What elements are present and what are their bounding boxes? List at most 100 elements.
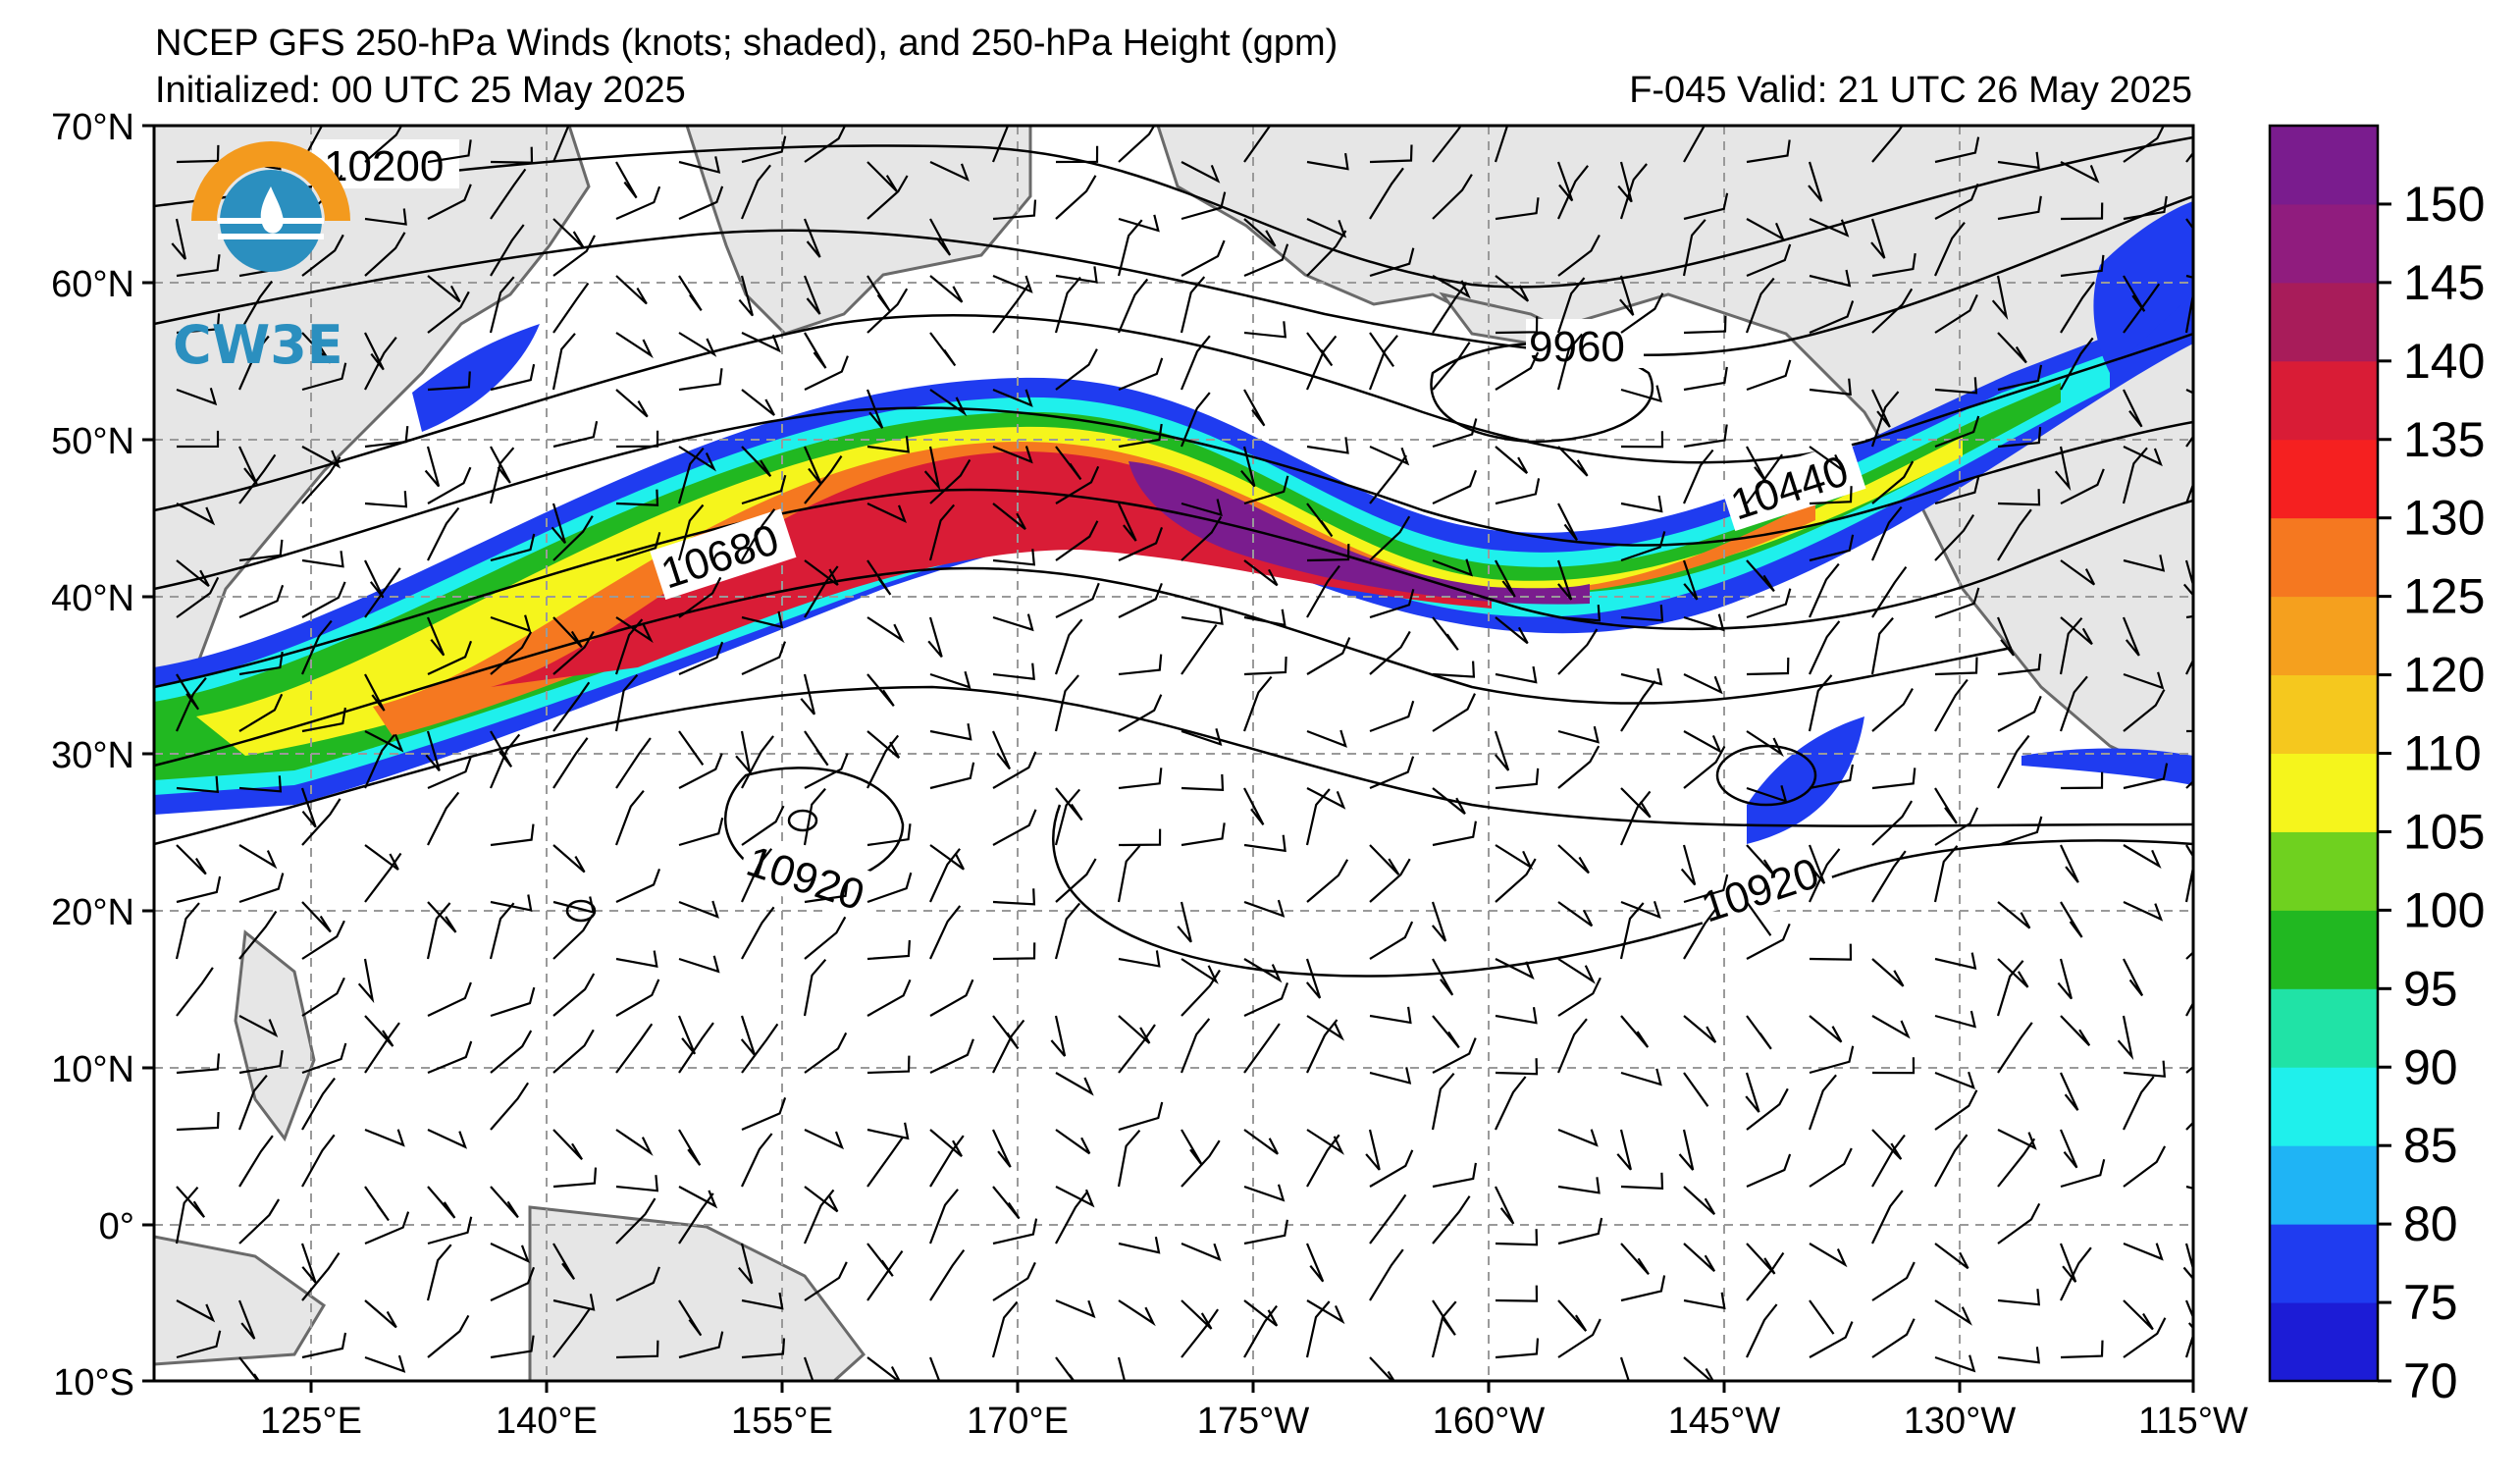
wind-barb (2057, 958, 2073, 1000)
wind-barb (1871, 958, 1905, 987)
wind-barb (301, 798, 341, 846)
wind-barb (2123, 275, 2146, 312)
wind-barb (176, 254, 221, 278)
wind-barb (1181, 161, 1221, 184)
wind-barb (1934, 183, 1979, 220)
wind-barb (176, 559, 210, 588)
wind-barb (1118, 126, 1156, 163)
wind-barb (738, 275, 754, 317)
wind-barb (1306, 729, 1347, 748)
wind-barb (929, 905, 962, 960)
wind-barb (364, 1186, 390, 1222)
colorbar: 70 75 80 85 90 95 100 105 110 120 125 130 135 140 145 1… (2268, 124, 2485, 1408)
wind-barb (1118, 828, 1162, 847)
wind-barb (678, 1022, 714, 1074)
wind-barb (929, 1248, 966, 1301)
wind-barb (238, 844, 278, 870)
wind-barb (238, 1049, 284, 1075)
wind-barb (1997, 1138, 2036, 1188)
wind-barb (238, 1356, 261, 1381)
wind-barb (1809, 943, 1853, 961)
wind-barb (1495, 768, 1540, 790)
wind-barb (2123, 844, 2162, 869)
wind-barb (176, 503, 216, 526)
wind-barb (1243, 389, 1266, 427)
wind-barb (615, 430, 659, 449)
wind-barb (1242, 675, 1273, 732)
colorbar-label: 95 (2403, 961, 2458, 1016)
wind-barb (1243, 1304, 1278, 1358)
wind-barb (1306, 1134, 1340, 1188)
wind-barb (1181, 1299, 1213, 1330)
wind-barb (2054, 446, 2072, 492)
wind-barb (1432, 1015, 1460, 1049)
wind-barb (1809, 1243, 1848, 1268)
wind-barb (866, 288, 909, 334)
wind-barb (300, 619, 333, 675)
wind-barb (1118, 654, 1163, 676)
wind-barb (1746, 588, 1792, 619)
wind-barb (1369, 589, 1415, 619)
colorbar-swatch (2270, 517, 2378, 598)
colorbar-label: 75 (2403, 1275, 2458, 1330)
wind-barb (804, 1129, 844, 1150)
wind-barb (992, 809, 1037, 846)
wind-barb (552, 1294, 596, 1311)
wind-barb (1557, 844, 1590, 874)
wind-barb (677, 503, 705, 561)
wind-barb (866, 734, 900, 789)
wind-barb (1871, 800, 1914, 846)
lon-label: 140°E (496, 1401, 598, 1442)
wind-barb (1432, 1162, 1477, 1189)
lat-axis (142, 124, 154, 1383)
wind-barb (1055, 520, 1099, 561)
wind-barb (1243, 218, 1277, 247)
wind-barb (738, 1243, 754, 1285)
wind-barb (1431, 901, 1447, 942)
colorbar-label: 120 (2403, 648, 2485, 703)
wind-barb (1808, 844, 1826, 884)
wind-barb (490, 146, 534, 164)
wind-barb (1432, 282, 1468, 334)
wind-barb (678, 368, 723, 392)
wind-barb (992, 888, 1036, 906)
wind-barb (1305, 335, 1338, 391)
wind-barb (427, 1040, 473, 1075)
wind-barb (490, 168, 527, 220)
wind-barb (2060, 1246, 2092, 1301)
wind-barb (1369, 144, 1413, 164)
wind-barb (1177, 901, 1192, 943)
wind-barb (1432, 821, 1477, 847)
colorbar-swatch (2270, 674, 2378, 754)
lat-label: 60°N (51, 264, 134, 305)
colorbar-swatch (2270, 126, 2378, 205)
wind-barb (1809, 269, 1852, 288)
wind-barb (1055, 1129, 1091, 1155)
wind-barb (1870, 218, 1886, 259)
wind-barb (741, 735, 774, 789)
wind-barb (1369, 445, 1410, 466)
wind-barb (1306, 564, 1340, 618)
wind-barb (1369, 1149, 1414, 1188)
wind-barb (1306, 1019, 1339, 1074)
wind-barb (1306, 1129, 1344, 1155)
wind-barb (1306, 637, 1351, 675)
init-time: Initialized: 00 UTC 25 May 2025 (155, 70, 686, 111)
wind-barb (552, 844, 586, 874)
wind-barb (1620, 531, 1666, 562)
wind-barb (301, 581, 346, 618)
colorbar-swatch (2270, 1302, 2378, 1382)
colorbar-label: 90 (2403, 1039, 2458, 1094)
wind-barb (1118, 1024, 1156, 1074)
colorbar-label: 145 (2403, 255, 2485, 310)
wind-barb (1117, 844, 1141, 903)
wind-barb (1055, 1298, 1096, 1319)
wind-barb (1369, 921, 1414, 960)
wind-barb (1181, 958, 1219, 984)
colorbar-swatch (2270, 910, 2378, 989)
wind-barb (427, 1314, 470, 1358)
wind-barb (490, 1266, 536, 1301)
wind-barb (1557, 605, 1601, 622)
wind-barb (1432, 174, 1473, 220)
wind-barb (740, 848, 773, 903)
